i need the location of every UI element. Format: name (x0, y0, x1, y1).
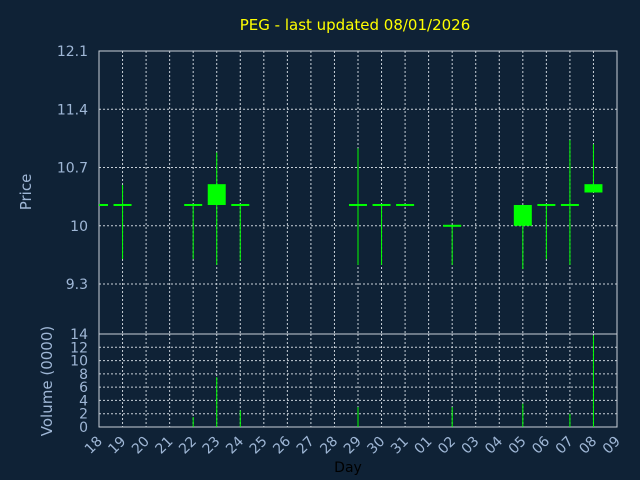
day-tick-label: 08 (576, 434, 600, 458)
candle-body (443, 224, 462, 227)
price-axis-label: Price (17, 174, 35, 211)
day-tick-label: 23 (200, 434, 224, 458)
day-tick-label: 31 (388, 434, 412, 458)
volume-axis-label: Volume (0000) (38, 326, 56, 436)
day-tick-label: 29 (341, 434, 365, 458)
day-axis-ticks: 18 19 20 21 22 23 24 25 26 27 28 29 30 31 01 02 03 04 05 06… (82, 433, 624, 457)
day-tick-label: 03 (459, 434, 483, 458)
day-tick-label: 21 (153, 434, 177, 458)
day-tick-label: 20 (129, 434, 153, 458)
candle-body (113, 203, 132, 206)
price-tick-label: 12.1 (57, 44, 88, 60)
volume-tick-label: 10 (70, 354, 88, 370)
day-tick-label: 05 (506, 434, 530, 458)
day-tick-label: 26 (270, 433, 294, 457)
day-tick-label: 19 (105, 434, 129, 458)
day-tick-label: 04 (482, 433, 506, 457)
volume-tick-label: 6 (79, 380, 88, 396)
price-tick-label: 9.3 (66, 277, 88, 293)
day-tick-label: 22 (176, 434, 200, 458)
candle-body (184, 203, 203, 206)
candle-body (99, 203, 108, 206)
volume-series (192, 335, 594, 427)
day-tick-label: 07 (553, 434, 577, 458)
day-tick-label: 02 (435, 434, 459, 458)
candle-body (349, 203, 367, 206)
day-tick-label: 09 (600, 434, 624, 458)
volume-tick-label: 4 (79, 393, 88, 409)
day-tick-label: 24 (223, 433, 247, 457)
price-tick-label: 11.4 (57, 102, 88, 118)
chart-title: PEG - last updated 08/01/2026 (240, 16, 471, 34)
day-tick-label: 06 (529, 433, 553, 457)
candle-body (396, 203, 415, 206)
day-tick-label: 01 (412, 434, 436, 458)
price-tick-label: 10.7 (57, 161, 88, 177)
volume-tick-label: 12 (70, 340, 88, 356)
candle-body (584, 184, 603, 193)
day-tick-label: 28 (317, 434, 341, 458)
volume-tick-label: 14 (70, 327, 88, 343)
candle-body (231, 203, 250, 206)
candlestick-series (99, 140, 603, 270)
day-tick-label: 27 (294, 434, 318, 458)
volume-tick-label: 2 (79, 407, 88, 423)
candle-body (372, 203, 391, 206)
candle-body (537, 203, 556, 206)
candle-body (560, 203, 579, 206)
price-tick-label: 10 (70, 219, 88, 235)
day-tick-label: 18 (82, 434, 106, 458)
day-tick-label: 30 (364, 434, 388, 458)
day-tick-label: 25 (247, 434, 271, 458)
day-axis-label: Day (334, 460, 362, 476)
candle-body (207, 184, 226, 205)
price-axis-ticks: 12.1 11.4 10.7 10 9.3 (57, 44, 88, 293)
volume-tick-label: 8 (79, 367, 88, 383)
volume-tick-label: 0 (79, 420, 88, 436)
candle-body (513, 204, 532, 226)
